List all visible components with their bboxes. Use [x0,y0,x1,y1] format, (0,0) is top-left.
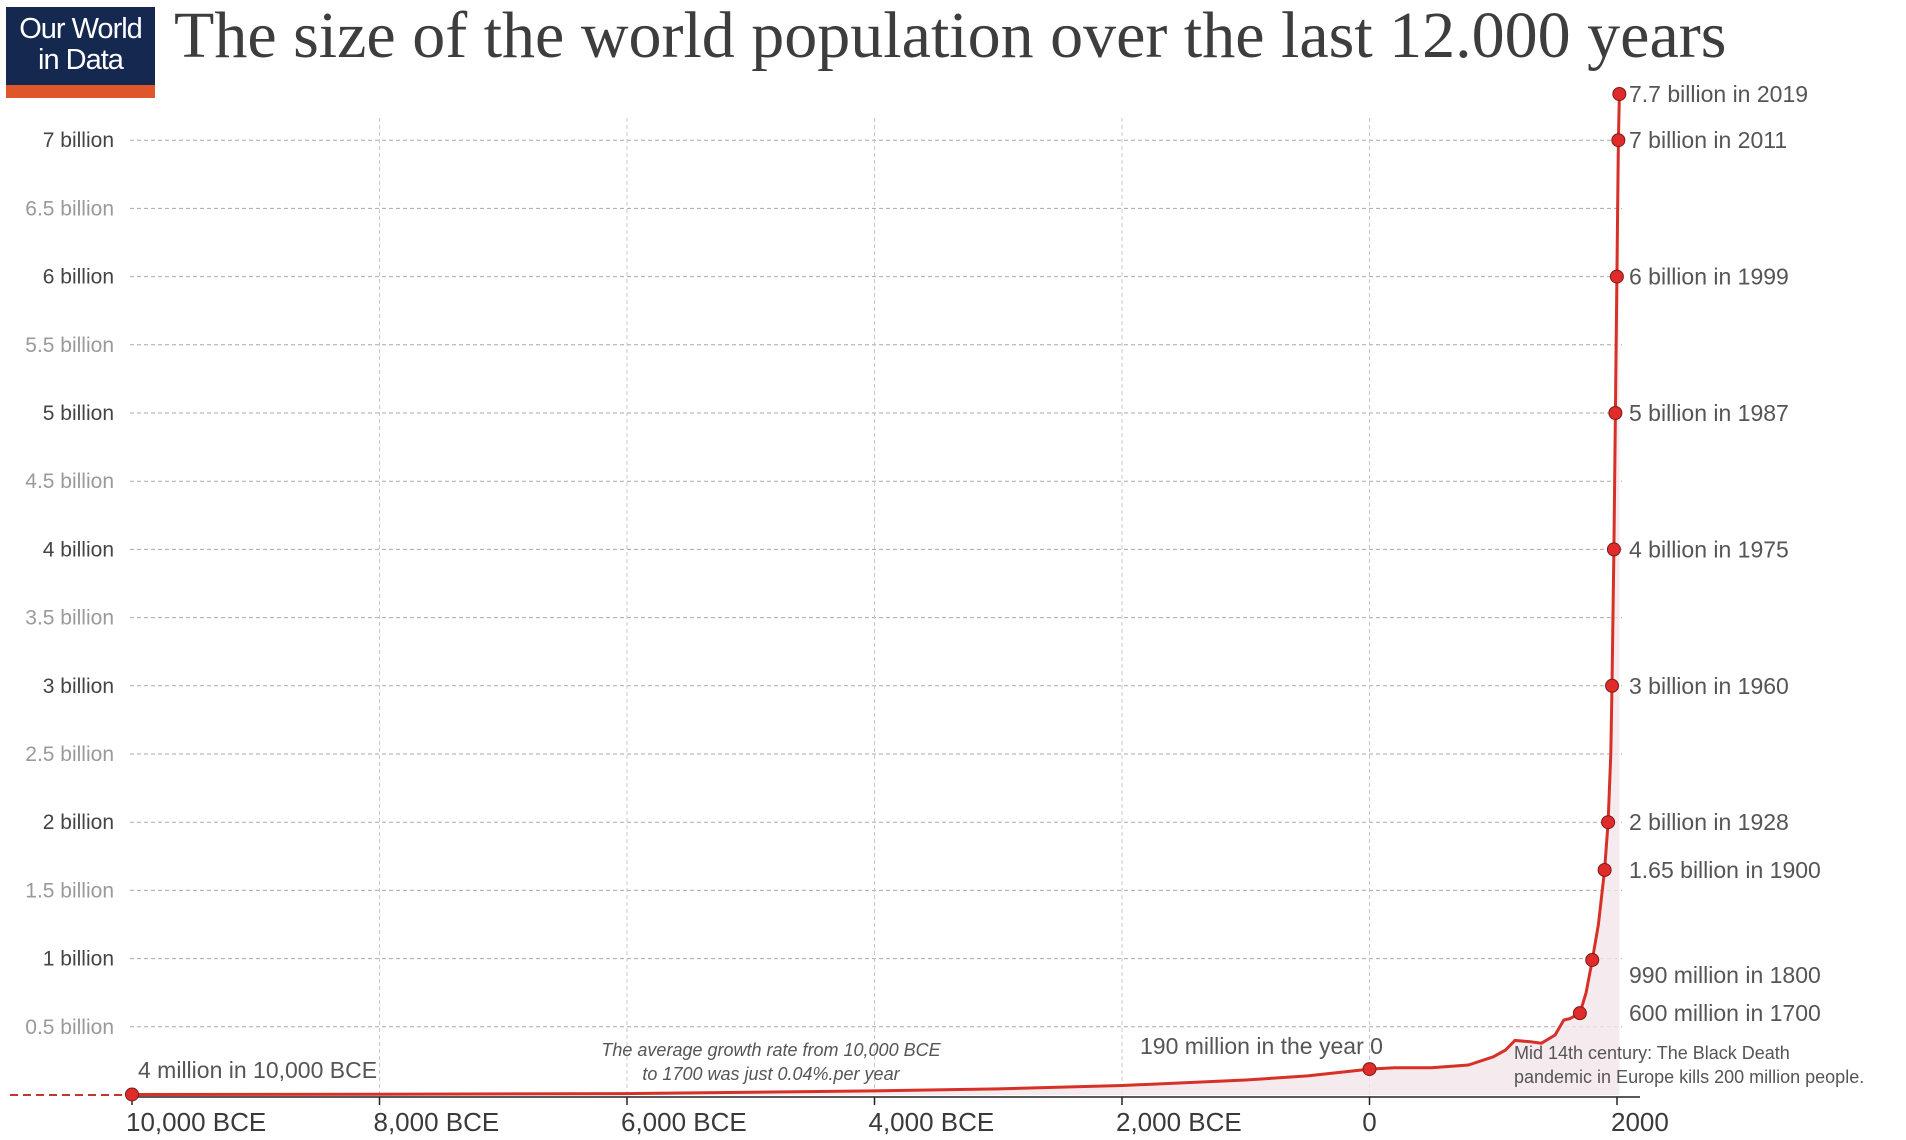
x-tick-label: 10,000 BCE [126,1107,266,1137]
data-point [1601,815,1616,830]
y-tick-label: 3 billion [43,675,114,698]
growth-rate-annotation: to 1700 was just 0.04%.per year [642,1064,900,1084]
x-tick-label: 6,000 BCE [621,1107,747,1137]
data-point [1605,678,1620,693]
chart-title: The size of the world population over th… [174,0,1727,72]
logo-line-1: Our World [19,13,143,45]
data-point [1612,87,1627,101]
y-tick-label: 7 billion [43,129,114,152]
data-point [1572,1006,1587,1021]
data-point-label: 6 billion in 1999 [1629,264,1789,290]
data-point [1611,133,1626,148]
black-death-annotation: Mid 14th century: The Black Death [1514,1043,1790,1063]
data-point [1606,542,1621,557]
owid-logo: Our World in Data [6,7,155,98]
x-tick-label: 8,000 BCE [374,1107,500,1137]
data-point [1609,269,1624,284]
data-point-label: 190 million in the year 0 [1140,1033,1383,1059]
data-point-label: 7.7 billion in 2019 [1629,81,1808,107]
y-tick-label: 5.5 billion [25,334,114,357]
area-fill [132,94,1620,1095]
x-tick-label: 4,000 BCE [869,1107,995,1137]
logo-accent-bar [6,85,155,98]
data-point-label: 990 million in 1800 [1629,962,1821,988]
data-point [1362,1062,1377,1077]
data-point [1585,952,1600,967]
x-tick-label: 2000 [1611,1107,1669,1137]
data-point-label: 3 billion in 1960 [1629,673,1789,699]
y-tick-label: 1 billion [43,948,114,971]
y-tick-label: 0.5 billion [25,1016,114,1039]
data-point [125,1087,139,1102]
x-tick-label: 2,000 BCE [1116,1107,1242,1137]
data-point [1608,406,1623,420]
data-point-label: 2 billion in 1928 [1629,809,1789,835]
y-tick-label: 5 billion [43,402,114,425]
black-death-annotation: pandemic in Europe kills 200 million peo… [1514,1067,1864,1087]
data-point-label: 5 billion in 1987 [1629,400,1789,426]
data-point-label: 1.65 billion in 1900 [1629,857,1821,883]
y-tick-label: 2.5 billion [25,743,114,766]
data-point-label: 4 billion in 1975 [1629,536,1789,562]
logo-line-2: in Data [38,44,124,76]
y-tick-label: 6.5 billion [25,197,114,220]
data-point [1597,862,1612,877]
y-tick-label: 3.5 billion [25,607,114,630]
y-tick-label: 6 billion [43,266,114,289]
data-point-label: 600 million in 1700 [1629,1000,1821,1026]
data-point-label: 7 billion in 2011 [1629,127,1787,153]
x-tick-label: 0 [1362,1107,1376,1137]
y-tick-label: 1.5 billion [25,879,114,902]
y-tick-label: 4 billion [43,538,114,561]
y-tick-label: 4.5 billion [25,470,114,493]
logo-box: Our World in Data [6,7,155,85]
growth-rate-annotation: The average growth rate from 10,000 BCE [601,1040,941,1060]
population-line [131,93,1621,1096]
data-point-label: 4 million in 10,000 BCE [138,1057,377,1083]
y-tick-label: 2 billion [43,811,114,834]
